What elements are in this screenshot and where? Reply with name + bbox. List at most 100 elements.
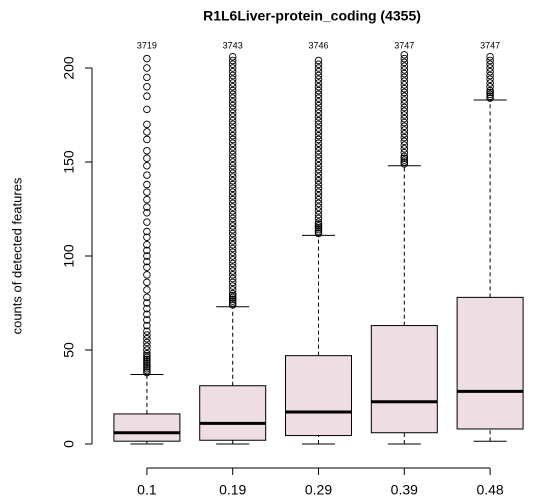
outlier <box>400 96 409 104</box>
outlier <box>228 244 237 253</box>
outlier <box>228 56 237 65</box>
top-label: 3747 <box>394 40 414 50</box>
outlier <box>400 62 409 70</box>
outlier <box>228 98 237 106</box>
outlier <box>228 291 237 300</box>
outlier <box>143 240 151 249</box>
outlier <box>228 75 237 84</box>
outlier <box>486 79 494 87</box>
outlier <box>228 154 237 162</box>
outlier <box>314 146 323 155</box>
outlier <box>314 116 323 125</box>
outlier <box>143 366 151 375</box>
outlier <box>228 113 237 121</box>
outlier <box>314 79 323 87</box>
outlier <box>228 248 237 256</box>
outlier <box>314 150 323 159</box>
outlier <box>143 64 151 72</box>
x-tick-label: 0.39 <box>391 482 418 498</box>
outlier <box>314 203 323 211</box>
outlier <box>143 195 151 204</box>
outlier <box>314 113 323 121</box>
outlier <box>143 316 151 324</box>
outlier <box>314 128 323 136</box>
outlier <box>228 195 237 204</box>
outlier <box>228 203 237 211</box>
outlier <box>143 353 151 362</box>
outlier <box>314 195 323 204</box>
outlier <box>314 120 323 129</box>
outlier <box>143 218 151 226</box>
outlier <box>143 233 151 241</box>
outlier <box>228 79 237 87</box>
outlier <box>314 56 323 65</box>
outlier <box>143 83 151 91</box>
outlier <box>486 60 494 68</box>
outlier <box>143 361 151 369</box>
outlier <box>400 152 409 161</box>
outlier <box>228 297 237 305</box>
outlier <box>143 338 151 347</box>
outlier <box>143 162 151 170</box>
outlier <box>314 143 323 151</box>
x-tick-label: 0.29 <box>305 482 332 498</box>
outlier <box>314 180 323 189</box>
outlier <box>228 299 237 307</box>
outlier <box>400 66 409 74</box>
outlier <box>400 69 409 78</box>
top-label: 3747 <box>480 40 500 50</box>
outlier <box>486 64 494 72</box>
y-tick-label: 100 <box>61 244 77 268</box>
outlier <box>400 160 409 168</box>
outlier <box>228 135 237 144</box>
outlier <box>228 90 237 99</box>
outlier <box>314 60 323 68</box>
outlier <box>314 184 323 193</box>
outlier <box>143 368 151 377</box>
outlier <box>486 92 494 100</box>
outlier <box>228 233 237 241</box>
outlier <box>400 154 409 162</box>
outlier <box>228 240 237 249</box>
outlier <box>314 109 323 117</box>
outlier <box>400 145 409 153</box>
outlier <box>400 158 409 166</box>
outlier <box>400 88 409 97</box>
outlier <box>143 227 151 236</box>
outlier <box>400 114 409 123</box>
outlier <box>228 293 237 302</box>
outlier <box>400 122 409 131</box>
outlier <box>143 365 151 373</box>
outlier <box>400 133 409 142</box>
outlier <box>143 310 151 319</box>
outlier <box>228 207 237 215</box>
top-label: 3719 <box>137 40 157 50</box>
outlier <box>143 146 151 155</box>
outlier <box>400 92 409 100</box>
outlier <box>143 342 151 350</box>
outlier <box>228 52 237 61</box>
y-axis-label: counts of detected features <box>9 177 24 334</box>
y-tick-label: 150 <box>61 150 77 174</box>
outlier <box>314 75 323 84</box>
outlier <box>228 274 237 283</box>
outlier <box>314 169 323 178</box>
outlier <box>314 222 323 230</box>
outlier <box>486 67 494 76</box>
outlier <box>143 73 151 82</box>
outlier <box>228 131 237 140</box>
outlier <box>486 88 494 97</box>
chart-title: R1L6Liver-protein_coding (4355) <box>203 8 421 24</box>
outlier <box>314 139 323 147</box>
y-tick-label: 50 <box>61 342 77 358</box>
outlier <box>228 94 237 102</box>
outlier <box>314 131 323 140</box>
outlier <box>314 101 323 110</box>
outlier <box>400 58 409 67</box>
outlier <box>228 71 237 80</box>
outlier <box>314 98 323 106</box>
outlier <box>314 188 323 196</box>
outlier <box>400 156 409 164</box>
outlier <box>143 331 151 339</box>
outlier <box>143 252 151 260</box>
